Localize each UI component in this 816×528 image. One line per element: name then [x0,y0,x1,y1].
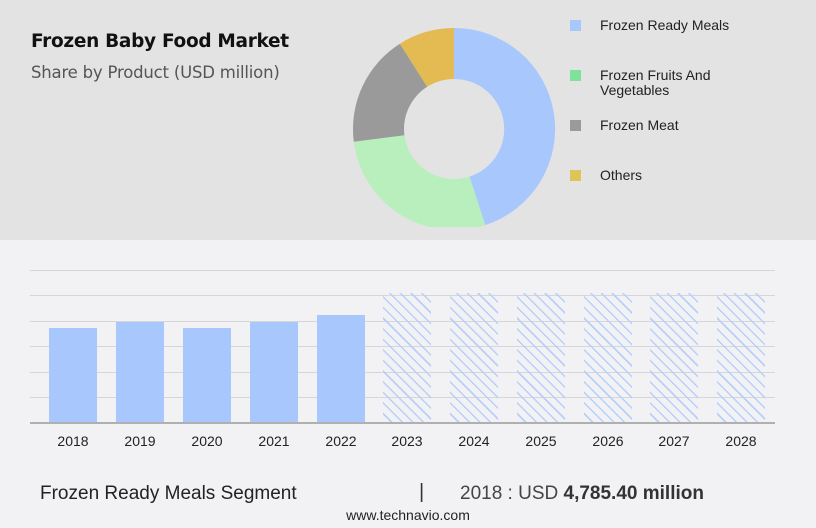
legend-label: Frozen Fruits And [600,67,711,83]
x-tick-label: 2027 [658,433,690,449]
bar-2027 [650,293,698,423]
footer-separator: | [419,481,425,503]
x-tick-label: 2025 [525,433,557,449]
chart-subtitle: Share by Product (USD million) [31,63,280,82]
legend-label: Frozen Ready Meals [600,17,730,33]
donut-chart [352,27,556,231]
source-url: www.technavio.com [346,507,470,523]
donut-slice-frozen-meat [352,43,428,142]
donut-slice-others [399,28,454,87]
x-tick-label: 2019 [124,433,156,449]
bar-2028 [717,293,765,423]
legend-label: Others [600,167,643,183]
bar-2022 [317,315,365,423]
chart-title: Frozen Baby Food Market [31,31,289,52]
legend-swatch-icon [570,170,581,181]
x-tick-label: 2026 [592,433,624,449]
legend-label-line2: Vegetables [600,82,670,98]
segment-value-prefix: 2018 : USD [460,483,564,504]
x-tick-label: 2028 [725,433,757,449]
x-tick-label: 2020 [191,433,223,449]
header-panel: Frozen Baby Food Market Share by Product… [0,0,816,240]
x-tick-label: 2018 [57,433,89,449]
bar-2025 [517,293,565,423]
x-tick-label: 2023 [391,433,423,449]
bar-2018 [49,328,97,423]
legend-swatch-icon [570,70,581,81]
x-tick-label: 2024 [458,433,490,449]
bar-2023 [383,293,431,423]
legend-swatch-icon [570,120,581,131]
gridline [30,270,775,271]
bar-chart: 2018 2019 2020 2021 2022 2023 2024 2025 … [0,240,816,460]
bar-2024 [450,293,498,423]
segment-label: Frozen Ready Meals Segment [40,483,297,504]
bar-2026 [584,293,632,423]
donut-slice-frozen-fruits-vegetables [353,135,486,231]
x-tick-label: 2021 [258,433,290,449]
segment-value-amount: 4,785.40 million [563,483,704,504]
segment-value: 2018 : USD 4,785.40 million [460,483,704,505]
legend-label: Frozen Meat [600,117,679,133]
x-tick-label: 2022 [325,433,357,449]
legend-swatch-icon [570,20,581,31]
bar-2021 [250,322,298,423]
donut-slice-frozen-ready-meals [454,27,556,226]
bar-2019 [116,322,164,423]
x-axis-line [30,422,775,424]
bar-2020 [183,328,231,423]
